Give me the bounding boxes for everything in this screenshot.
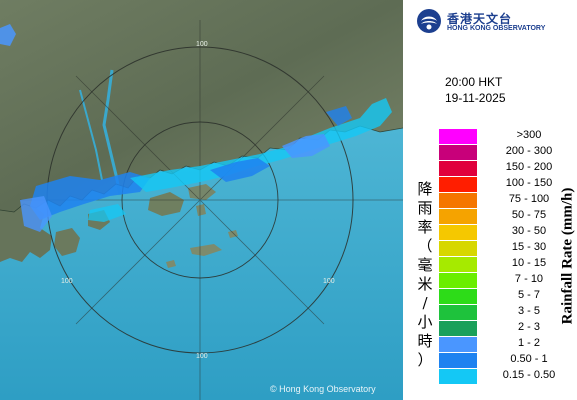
legend-swatch <box>439 145 477 160</box>
legend-label: 1 - 2 <box>517 337 540 349</box>
hko-logo[interactable]: 香港天文台 HONG KONG OBSERVATORY <box>416 8 576 38</box>
copyright-notice: © Hong Kong Observatory <box>270 384 376 394</box>
legend-row: 50 - 75 <box>439 208 575 224</box>
southern-islands <box>166 230 238 268</box>
delta-islands <box>54 210 110 256</box>
legend-row: 0.15 - 0.50 <box>439 368 575 384</box>
legend-label: 5 - 7 <box>517 289 540 301</box>
legend-row: 100 - 150 <box>439 176 575 192</box>
legend-title-chinese: 降 雨 率 （ 毫 米 / 小 時 ） <box>415 180 435 370</box>
hko-logo-chinese-text: 香港天文台 <box>447 12 513 26</box>
legend-panel: 香港天文台 HONG KONG OBSERVATORY 20:00 HKT 19… <box>403 0 577 400</box>
legend-row: 3 - 5 <box>439 304 575 320</box>
legend-row: 5 - 7 <box>439 288 575 304</box>
legend-title-english: Rainfall Rate (mm/h) <box>559 187 576 325</box>
legend-label: 0.50 - 1 <box>510 353 548 365</box>
legend-swatch <box>439 353 477 368</box>
legend-swatch <box>439 177 477 192</box>
legend-row: 150 - 200 <box>439 160 575 176</box>
legend-title-char: 毫 <box>417 256 433 274</box>
legend-swatch <box>439 193 477 208</box>
hk-island <box>188 184 216 200</box>
legend-row: 200 - 300 <box>439 144 575 160</box>
range-label-south: 100 <box>196 353 208 360</box>
lantau-island <box>148 192 184 216</box>
legend-swatch <box>439 225 477 240</box>
range-label-west: 100 <box>61 278 73 285</box>
legend-title-char: / <box>422 294 428 312</box>
legend-title-char: 米 <box>417 275 433 293</box>
legend-swatch <box>439 209 477 224</box>
hko-logo-icon <box>417 9 441 33</box>
legend-swatch <box>439 369 477 384</box>
legend-title-char: 雨 <box>417 199 433 217</box>
legend-label: 10 - 15 <box>511 257 547 269</box>
legend-row: >300 <box>439 128 575 144</box>
range-label-east: 100 <box>323 278 335 285</box>
mainland-land <box>0 0 403 212</box>
radar-map-canvas: 100 100 100 100 <box>0 0 403 400</box>
river-branch <box>79 89 103 181</box>
legend-swatch <box>439 337 477 352</box>
legend-swatch <box>439 305 477 320</box>
legend-label: 2 - 3 <box>517 321 540 333</box>
legend-row: 10 - 15 <box>439 256 575 272</box>
legend-label: 100 - 150 <box>505 177 553 189</box>
legend-swatch <box>439 321 477 336</box>
legend-label: 15 - 30 <box>511 241 547 253</box>
hko-logo-english-text: HONG KONG OBSERVATORY <box>447 25 546 32</box>
range-label-north: 100 <box>196 41 208 48</box>
legend-label: 0.15 - 0.50 <box>502 369 556 381</box>
legend-label: 150 - 200 <box>505 161 553 173</box>
legend-label: 50 - 75 <box>511 209 547 221</box>
lamma-island <box>196 204 206 216</box>
legend-label: 3 - 5 <box>517 305 540 317</box>
legend-row: 15 - 30 <box>439 240 575 256</box>
legend-title-char: 時 <box>417 332 433 350</box>
legend-row: 30 - 50 <box>439 224 575 240</box>
observation-time: 20:00 HKT <box>445 75 503 89</box>
legend-row: 75 - 100 <box>439 192 575 208</box>
legend-label: 75 - 100 <box>508 193 550 205</box>
legend-row: 0.50 - 1 <box>439 352 575 368</box>
legend-swatch <box>439 273 477 288</box>
legend-title-char: （ <box>417 237 433 255</box>
legend-row: 7 - 10 <box>439 272 575 288</box>
legend-row: 2 - 3 <box>439 320 575 336</box>
legend-title-char: 小 <box>417 313 433 331</box>
legend-title-char: 降 <box>417 180 433 198</box>
legend-label: 200 - 300 <box>505 145 553 157</box>
radar-map[interactable]: 100 100 100 100 © Hong Kong Observatory <box>0 0 403 400</box>
legend-title-char: ） <box>417 351 433 369</box>
legend-swatch <box>439 129 477 144</box>
legend-swatch <box>439 241 477 256</box>
legend-label: 7 - 10 <box>514 273 544 285</box>
legend-title-char: 率 <box>417 218 433 236</box>
legend-row: 1 - 2 <box>439 336 575 352</box>
legend-swatch <box>439 289 477 304</box>
rain-echoes <box>0 24 392 232</box>
legend-label: >300 <box>516 129 542 141</box>
observation-date: 19-11-2025 <box>445 91 506 105</box>
legend-swatch <box>439 161 477 176</box>
legend-label: 30 - 50 <box>511 225 547 237</box>
legend-swatch <box>439 257 477 272</box>
